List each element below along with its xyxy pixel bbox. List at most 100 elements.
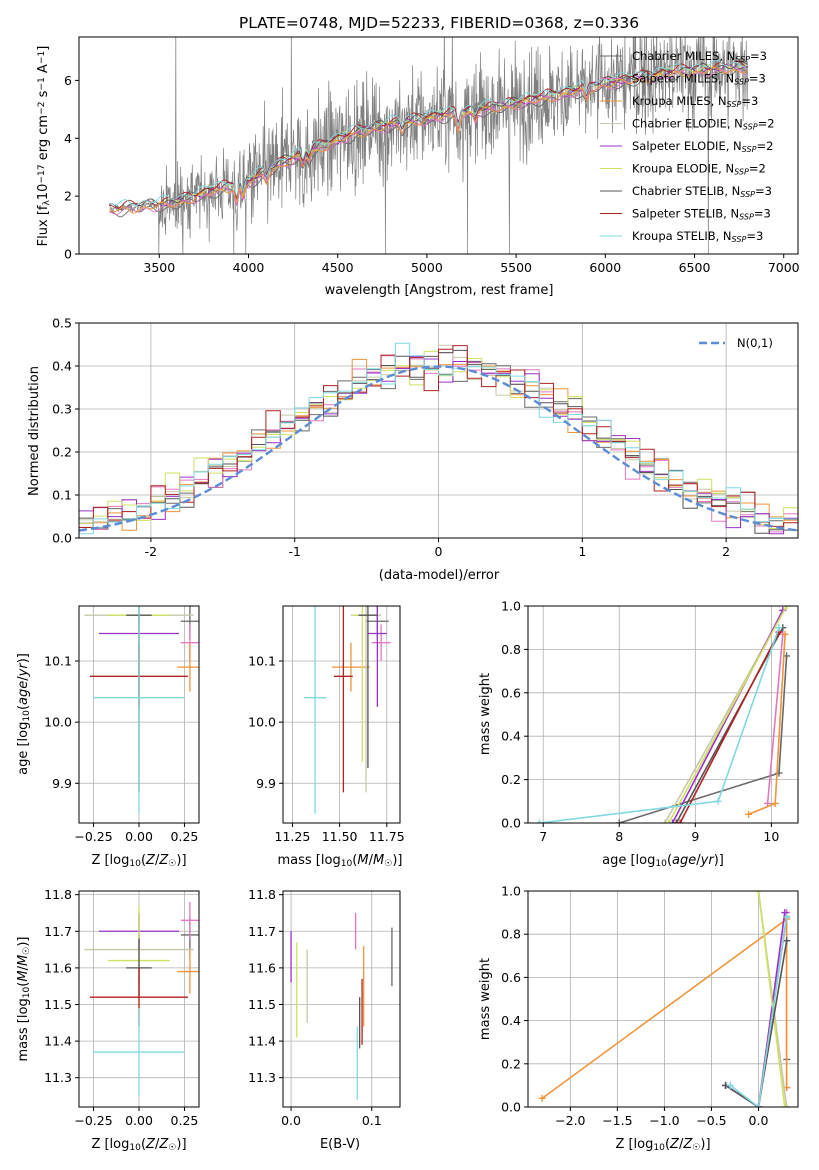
age_weight-series-marker xyxy=(535,819,543,823)
age_weight-xtick-label: 8 xyxy=(615,829,623,844)
z_mass-ytick-label: 11.5 xyxy=(44,997,72,1012)
z_age-ytick-label: 10.1 xyxy=(44,654,72,669)
z_age-xtick-label: 0.00 xyxy=(125,829,153,844)
spectrum-legend-label: Salpeter STELIB, NSSP=3 xyxy=(632,207,771,222)
mass_age-ytick-label: 9.9 xyxy=(256,776,276,791)
z_weight-series-marker xyxy=(781,909,789,917)
spectrum-xtick-label: 4500 xyxy=(322,260,354,275)
mass_age-frame xyxy=(282,605,401,824)
z_weight-series-line xyxy=(729,916,788,1107)
age_weight-xtick-label: 10 xyxy=(763,829,779,844)
residuals-panel: -2 -1 0 1 2 0.0 0.1 0.2 0.3 0.4 0.5 N(0,1) xyxy=(52,316,799,559)
ebv_mass-ytick-label: 11.6 xyxy=(248,960,276,975)
spectrum-observed-data xyxy=(108,37,749,254)
mass_age-ytick-label: 10.1 xyxy=(248,654,276,669)
residuals-xtick-label: -1 xyxy=(288,544,300,559)
mass_age-ytick-label: 10.0 xyxy=(248,715,276,730)
z_weight-ylabel: mass weight xyxy=(478,958,493,1040)
residuals-ytick-label: 0.0 xyxy=(52,531,72,546)
z_age-xtick-label: −0.25 xyxy=(74,829,112,844)
z_weight-series-marker xyxy=(726,1081,734,1089)
residuals-ylabel: Normed distribution xyxy=(27,366,42,496)
spectrum-panel: 3500 4000 4500 5000 5500 6000 6500 7000 0 2 4 6 Chab… xyxy=(64,36,800,275)
residuals-xtick-label: 2 xyxy=(722,544,730,559)
ebv_mass-frame xyxy=(282,890,401,1108)
age_weight-series-marker xyxy=(771,799,779,807)
residuals-xtick-label: -2 xyxy=(145,544,157,559)
spectrum-ytick-label: 2 xyxy=(64,189,72,204)
age_weight-ytick-label: 0.6 xyxy=(501,685,521,700)
z_weight-xtick-label: −1.0 xyxy=(649,1113,679,1128)
age_weight-xtick-label: 7 xyxy=(539,829,547,844)
age_weight-ytick-label: 0.0 xyxy=(501,816,521,831)
ebv_mass-ytick-label: 11.7 xyxy=(248,924,276,939)
age_weight-xlabel: age [log10(age/yr)] xyxy=(602,853,724,869)
age_weight-series-marker xyxy=(672,819,680,823)
spectrum-legend-label: Kroupa ELODIE, NSSP=2 xyxy=(632,162,766,177)
mass_age-xlabel: mass [log10(M/M☉)] xyxy=(278,853,403,869)
mass_age-plot-area xyxy=(303,606,391,814)
z_weight-xtick-label: −2.0 xyxy=(555,1113,585,1128)
residuals-legend-label: N(0,1) xyxy=(737,336,773,350)
z_mass-ytick-label: 11.4 xyxy=(44,1034,72,1049)
mass_age-xtick-label: 11.25 xyxy=(275,829,311,844)
residuals-ytick-label: 0.2 xyxy=(52,445,72,460)
ebv_mass-ytick-label: 11.3 xyxy=(248,1070,276,1085)
spectrum-xtick-label: 4000 xyxy=(233,260,265,275)
age_weight-series-marker xyxy=(714,797,722,805)
ebv_mass-xtick-label: 0.0 xyxy=(281,1113,301,1128)
residuals-ytick-label: 0.3 xyxy=(52,402,72,417)
mass_age-xtick-label: 11.50 xyxy=(322,829,358,844)
z_age-xtick-label: 0.25 xyxy=(171,829,199,844)
age_weight-ytick-label: 0.4 xyxy=(501,729,521,744)
age_weight-series-line xyxy=(766,634,784,804)
ebv_mass-ytick-label: 11.8 xyxy=(248,887,276,902)
residuals-xtick-label: 1 xyxy=(578,544,586,559)
z_weight-series-line xyxy=(725,940,788,1107)
z_age-xlabel: Z [log10(Z/Z☉)] xyxy=(91,853,186,869)
spectrum-ylabel: Flux [fλ10−17 erg cm−2 s−1 A−1] xyxy=(36,46,52,247)
age_weight-series-marker xyxy=(783,606,791,610)
spectrum-legend-label: Kroupa STELIB, NSSP=3 xyxy=(632,229,763,244)
z_weight-ytick-label: 0.0 xyxy=(501,1100,521,1115)
spectrum-ytick-label: 4 xyxy=(64,131,72,146)
residuals-ytick-label: 0.5 xyxy=(52,316,72,331)
ebv_mass-plot-area xyxy=(290,912,393,1100)
z_weight-xtick-label: −0.5 xyxy=(696,1113,726,1128)
age_weight-series-line xyxy=(667,606,788,823)
spectrum-model-line xyxy=(109,60,748,209)
age_weight-plot-area xyxy=(535,606,791,823)
residuals-plot-area xyxy=(79,342,798,535)
z_weight-series-marker xyxy=(754,1103,762,1107)
spectrum-model-line xyxy=(109,66,748,214)
mass_age-panel: 11.25 11.50 11.75 9.9 10.0 10.1 xyxy=(248,605,405,844)
mass_age-xtick-label: 11.75 xyxy=(369,829,405,844)
z_weight-ytick-label: 0.6 xyxy=(501,970,521,985)
z_mass-panel: −0.25 0.00 0.25 11.3 11.4 11.5 11.6 11.7 11.8 xyxy=(44,887,200,1128)
spectrum-legend-label: Salpeter MILES, NSSP=3 xyxy=(632,72,766,87)
z_age-plot-area xyxy=(84,606,199,814)
age_weight-frame xyxy=(527,605,799,824)
age_weight-series-marker xyxy=(665,819,673,823)
ebv_mass-panel: 0.0 0.1 11.3 11.4 11.5 11.6 11.7 11.8 xyxy=(248,887,401,1128)
z_mass-xtick-label: 0.00 xyxy=(125,1113,153,1128)
residuals-ytick-label: 0.1 xyxy=(52,488,72,503)
z_weight-xtick-label: 0.0 xyxy=(749,1113,769,1128)
z_mass-xtick-label: −0.25 xyxy=(74,1113,112,1128)
age_weight-series-line xyxy=(679,631,780,823)
z_weight-series-marker xyxy=(538,1094,546,1102)
spectrum-legend-label: Chabrier STELIB, NSSP=3 xyxy=(632,184,772,199)
spectrum-xtick-label: 6500 xyxy=(679,260,711,275)
z_mass-ytick-label: 11.8 xyxy=(44,887,72,902)
spectrum-legend-label: Salpeter ELODIE, NSSP=2 xyxy=(632,139,773,154)
z_mass-plot-area xyxy=(84,901,199,1097)
age_weight-series-marker xyxy=(615,819,623,823)
z_weight-ytick-label: 0.8 xyxy=(501,927,521,942)
residuals-xtick-label: 0 xyxy=(435,544,443,559)
ebv_mass-ytick-label: 11.4 xyxy=(248,1034,276,1049)
z_mass-xtick-label: 0.25 xyxy=(171,1113,199,1128)
spectrum-xtick-label: 5000 xyxy=(411,260,443,275)
age_weight-series-line xyxy=(619,655,788,823)
z_weight-ytick-label: 1.0 xyxy=(501,884,521,899)
spectrum-xlabel: wavelength [Angstrom, rest frame] xyxy=(325,283,554,298)
